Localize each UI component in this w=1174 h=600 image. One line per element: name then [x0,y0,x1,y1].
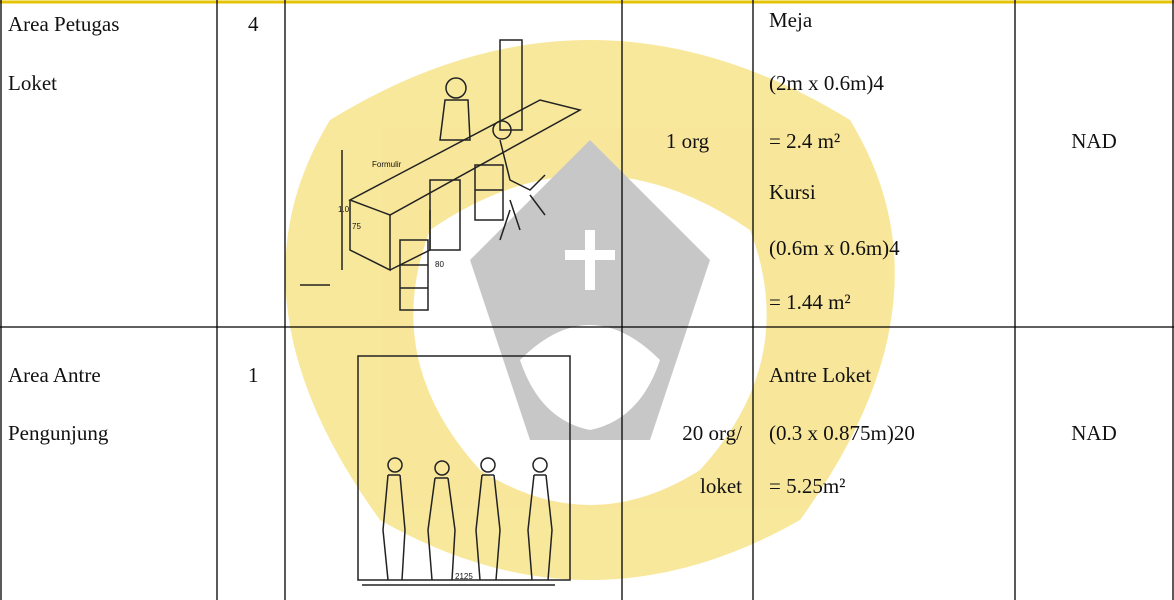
area-name: Loket [8,71,57,95]
area-name: Area Petugas [8,12,120,36]
figure-label: 2125 [455,572,473,581]
calculation: Kursi [769,180,816,204]
counter-illustration [300,39,583,311]
queue-illustration [357,355,571,586]
source: NAD [1071,421,1117,445]
count: 1 [248,363,259,387]
calculation: (2m x 0.6m)4 [769,71,884,95]
calculation: = 2.4 m² [769,129,841,153]
capacity: 20 org/ [682,421,742,445]
capacity: loket [700,474,742,498]
watermark [285,40,895,580]
figure-label: 75 [352,222,361,231]
area-name: Area Antre [8,363,101,387]
count: 4 [248,12,259,36]
source: NAD [1071,129,1117,153]
calculation: (0.6m x 0.6m)4 [769,236,900,260]
figure-label: 1.0 [338,205,350,214]
calculation: = 5.25m² [769,474,846,498]
capacity: 1 org [665,129,710,153]
figure-label: 80 [435,260,444,269]
area-name: Pengunjung [8,421,109,445]
calculation: (0.3 x 0.875m)20 [769,421,915,445]
calculation: Meja [769,8,813,32]
calculation: = 1.44 m² [769,290,851,314]
figure-label: Formulir [372,160,402,169]
calculation: Antre Loket [769,363,872,387]
